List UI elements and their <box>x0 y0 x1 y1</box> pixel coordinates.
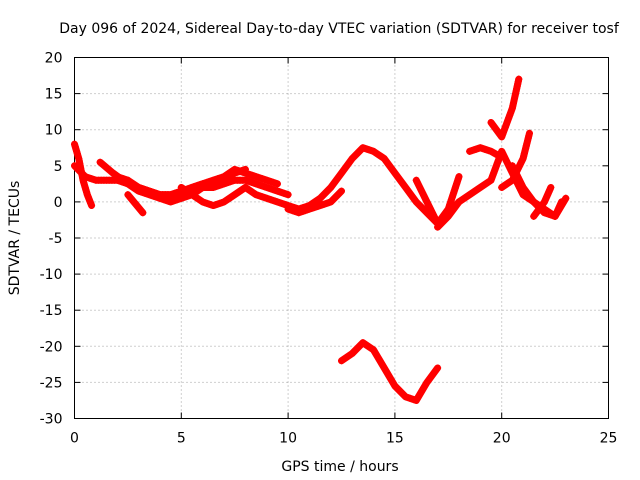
x-tick-label: 25 <box>600 431 618 447</box>
series-plus-markers <box>124 191 147 217</box>
x-tick-label: 10 <box>279 431 297 447</box>
y-tick-label: -30 <box>40 412 63 428</box>
y-tick-label: -15 <box>40 303 63 319</box>
y-tick-label: -20 <box>40 339 63 355</box>
series-track-12 <box>487 75 523 141</box>
series-track-7 <box>284 187 345 217</box>
series-track-9 <box>412 173 463 228</box>
x-tick-label: 15 <box>386 431 404 447</box>
y-tick-label: 5 <box>54 159 63 175</box>
grid-layer <box>74 57 609 419</box>
label-layer: 0 5 10 15 20 25 20 15 10 5 0 -5 -10 -15 -20 -25 -30 <box>40 51 618 447</box>
y-tick-label: 10 <box>45 123 63 139</box>
x-tick-label: 5 <box>177 431 186 447</box>
y-tick-label: 20 <box>45 51 63 67</box>
x-axis-label: GPS time / hours <box>281 459 398 475</box>
series-track-5 <box>124 191 147 217</box>
series-track <box>124 191 147 217</box>
series-layer <box>71 75 570 404</box>
series-plus-markers <box>113 165 281 199</box>
series-plus-markers <box>487 75 523 141</box>
series-plus-markers <box>284 187 345 217</box>
series-track-11 <box>466 144 501 159</box>
y-tick-label: 0 <box>54 195 63 211</box>
y-tick-label: 15 <box>45 87 63 103</box>
series-plus-markers <box>412 173 463 228</box>
series-track-8 <box>338 339 442 404</box>
y-tick-label: -5 <box>49 231 63 247</box>
series-track-4 <box>113 165 281 199</box>
series-plus-markers <box>508 162 566 220</box>
series-plus-markers <box>466 144 501 159</box>
chart-title: Day 096 of 2024, Sidereal Day-to-day VTE… <box>59 21 620 37</box>
x-tick-label: 0 <box>70 431 79 447</box>
x-tick-label: 20 <box>493 431 511 447</box>
series-plus-markers <box>530 183 555 220</box>
y-tick-label: -10 <box>40 267 63 283</box>
tick-layer <box>74 57 609 419</box>
series-track-15 <box>530 183 555 220</box>
series-plus-markers <box>338 339 442 404</box>
y-axis-label: SDTVAR / TECUs <box>7 181 23 296</box>
y-tick-label: -25 <box>40 375 63 391</box>
